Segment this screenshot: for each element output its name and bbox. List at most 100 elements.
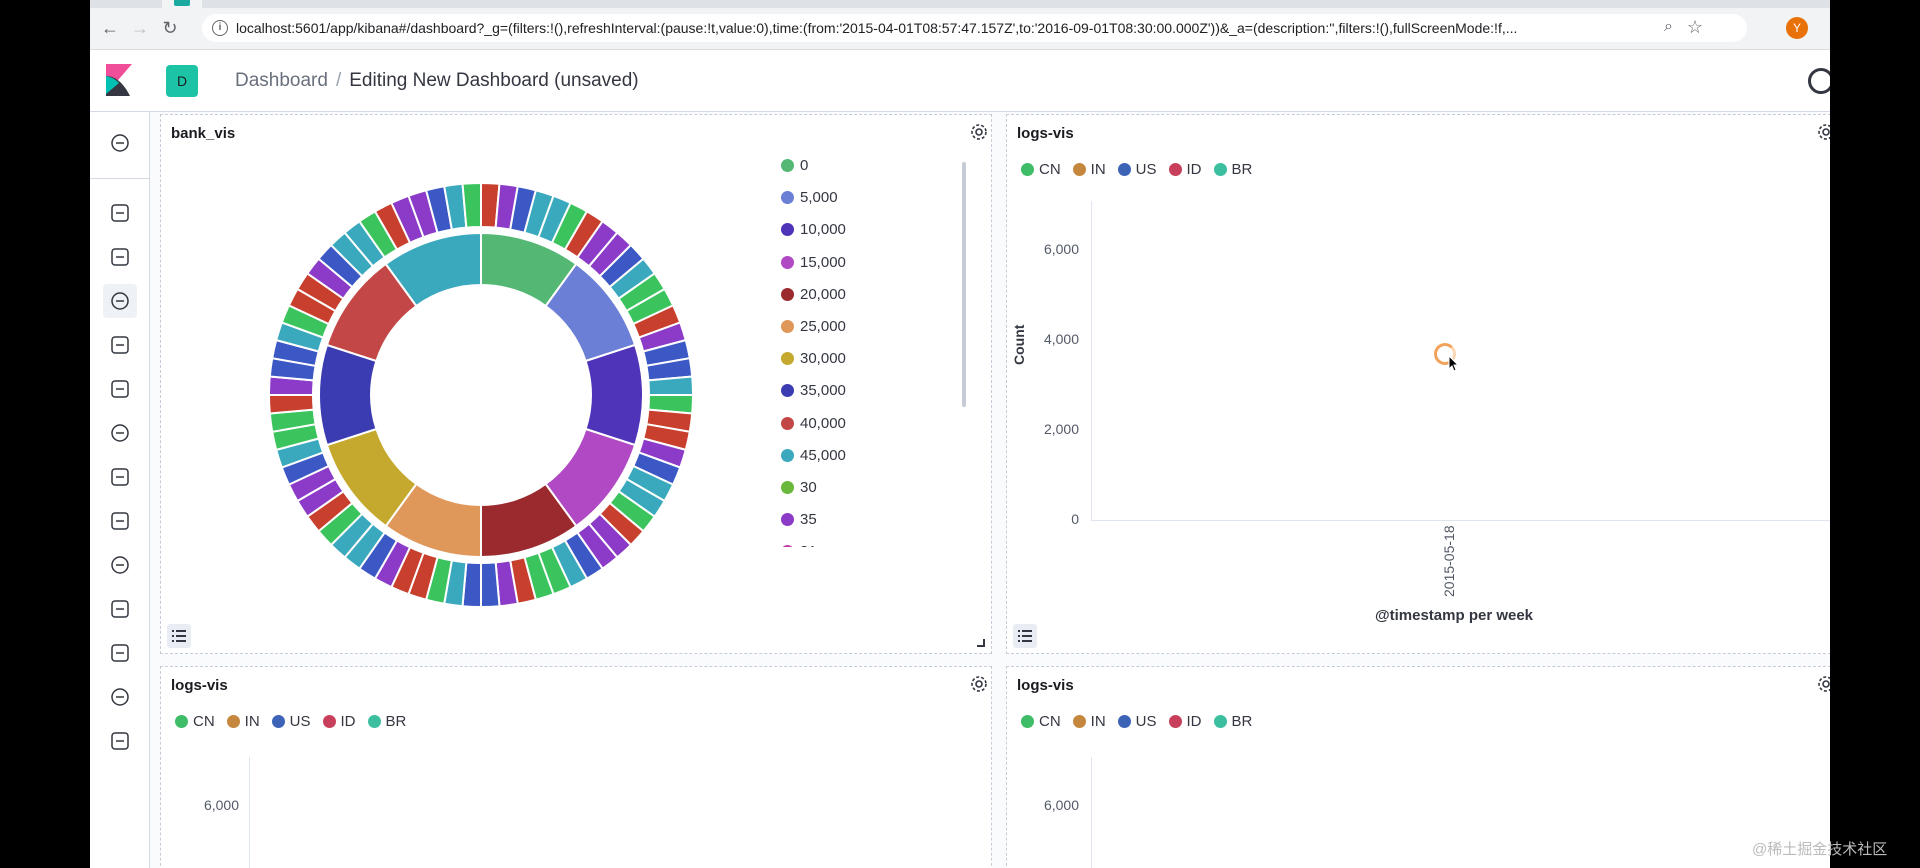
pie-legend-item[interactable]: 0 [781,157,808,174]
breadcrumb-dashboard[interactable]: Dashboard [235,70,328,91]
legend-label: BR [385,713,407,730]
legend-label: 30,000 [800,350,846,368]
legend-item-cn[interactable]: CN [1021,161,1061,178]
forward-arrow-icon[interactable]: → [131,18,149,38]
loading-spinner [1434,343,1456,365]
back-arrow-icon[interactable]: ← [101,18,119,38]
pie-legend-item[interactable]: 10,000 [781,221,846,238]
active-tab[interactable] [162,0,202,8]
legend-dot [781,223,794,237]
site-info-icon[interactable]: i [212,20,228,36]
gear-icon[interactable] [1814,120,1830,144]
help-icon[interactable] [1808,68,1830,94]
pie-legend-item[interactable]: 35,000 [781,382,846,399]
uptime-icon[interactable] [103,592,137,626]
legend-item-br[interactable]: BR [1213,713,1253,730]
maps-icon[interactable] [103,372,137,406]
x-tick: 2015-05-18 [1441,525,1457,597]
legend-item-in[interactable]: IN [1072,713,1106,730]
gear-icon[interactable] [967,120,991,144]
donut-outer-slice[interactable] [647,375,695,396]
legend-item-in[interactable]: IN [226,713,260,730]
legend-item-id[interactable]: ID [1168,161,1202,178]
apm-icon[interactable] [103,548,137,582]
discover-icon[interactable] [103,196,137,230]
donut-inner-slice[interactable] [584,343,644,447]
legend-label: 20,000 [800,285,846,303]
pie-legend-item[interactable]: 5,000 [781,189,838,206]
management-icon[interactable] [103,724,137,758]
pie-legend-item[interactable]: 20,000 [781,286,846,303]
bookmark-star-icon[interactable]: ☆ [1686,17,1703,37]
breadcrumb-separator: / [335,70,342,91]
legend-item-us[interactable]: US [1117,713,1157,730]
donut-outer-slice[interactable] [267,394,315,415]
legend-scrollbar[interactable] [962,162,966,407]
legend-item-br[interactable]: BR [367,713,407,730]
y-tick: 0 [1071,511,1079,527]
reload-icon[interactable]: ↻ [162,18,178,38]
y-tick: 2,000 [1043,421,1079,437]
resize-handle[interactable] [977,639,985,647]
pie-legend-item[interactable]: 30,000 [781,350,846,367]
url-text[interactable]: localhost:5601/app/kibana#/dashboard?_g=… [236,20,1518,36]
donut-inner-slice[interactable] [384,231,482,308]
legend-dot [271,715,285,728]
pie-legend: 0 5,000 10,000 15,000 20,000 25,000 30,000 35,0… [781,157,931,547]
gear-icon[interactable] [1814,672,1830,696]
legend-item-id[interactable]: ID [322,713,356,730]
legend-dot [322,715,336,728]
legend-dot [1021,163,1034,176]
legend-label: BR [1231,713,1253,730]
canvas-icon[interactable] [103,328,137,362]
legend-item-cn[interactable]: CN [175,713,215,730]
pie-legend-item[interactable]: 31 [781,543,817,547]
recent-icon[interactable] [103,126,137,160]
space-avatar[interactable]: D [166,65,198,97]
donut-outer-slice[interactable] [480,561,501,609]
donut-inner-slice[interactable] [318,343,378,447]
donut-chart[interactable] [261,175,701,615]
list-icon[interactable] [1013,624,1037,648]
legend-label: CN [193,713,215,730]
panel-logs-vis-bottom-left: logs-vis CN IN US ID BR 6,000 [160,666,992,868]
legend-label: 10,000 [800,221,846,239]
legend-item-us[interactable]: US [271,713,311,730]
ml-icon[interactable] [103,416,137,450]
panel-title: logs-vis [171,677,228,694]
legend-item-id[interactable]: ID [1168,713,1202,730]
pie-legend-item[interactable]: 35 [781,511,817,528]
dashboard-icon[interactable] [103,284,137,318]
side-navigation [90,112,150,868]
kibana-logo-icon[interactable] [106,64,132,96]
gear-icon[interactable] [967,672,991,696]
address-bar[interactable]: i localhost:5601/app/kibana#/dashboard?_… [202,14,1747,42]
legend-label: US [1135,713,1157,730]
pie-legend-item[interactable]: 40,000 [781,415,846,432]
y-tick: 6,000 [1043,241,1079,257]
pie-legend-item[interactable]: 15,000 [781,254,846,271]
mouse-cursor-icon [1448,355,1460,372]
legend-label: ID [1186,713,1202,730]
legend-item-br[interactable]: BR [1213,161,1252,178]
tab-strip [90,0,1830,8]
y-axis-line [1091,201,1092,521]
legend-item-in[interactable]: IN [1072,161,1106,178]
visualize-icon[interactable] [103,240,137,274]
legend-item-us[interactable]: US [1117,161,1157,178]
monitoring-icon[interactable] [103,680,137,714]
pie-legend-item[interactable]: 30 [781,479,817,496]
infrastructure-icon[interactable] [103,460,137,494]
zoom-icon[interactable]: ⌕ [1664,18,1673,35]
profile-avatar[interactable]: Y [1786,17,1808,39]
pie-legend-item[interactable]: 25,000 [781,318,846,335]
donut-outer-slice[interactable] [461,181,482,229]
y-tick: 6,000 [203,797,239,813]
y-axis-line [1091,757,1092,868]
legend-item-cn[interactable]: CN [1021,713,1061,730]
devtools-icon[interactable] [103,636,137,670]
legend-label: US [1135,161,1157,178]
list-icon[interactable] [167,624,191,648]
pie-legend-item[interactable]: 45,000 [781,447,846,464]
logs-icon[interactable] [103,504,137,538]
